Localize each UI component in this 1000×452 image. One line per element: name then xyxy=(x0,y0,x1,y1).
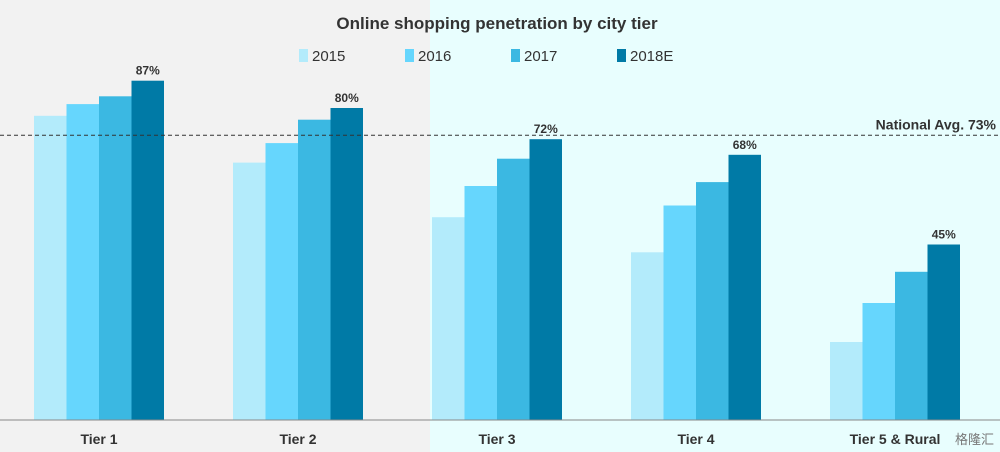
legend-swatch xyxy=(405,49,414,62)
bar-2018E-tier-2 xyxy=(330,108,363,420)
bar-2018E-tier-4 xyxy=(728,154,761,421)
legend-label: 2016 xyxy=(418,48,451,65)
data-label: 72% xyxy=(534,122,558,136)
bars xyxy=(34,80,960,421)
data-label: 45% xyxy=(932,228,956,242)
legend-label: 2017 xyxy=(524,48,557,65)
national-average-label: National Avg. 73% xyxy=(876,116,997,132)
bar-2016-tier-4 xyxy=(663,205,696,420)
legend-swatch xyxy=(299,49,308,62)
legend: 2015 2016 2017 2018E xyxy=(299,48,673,65)
legend-swatch xyxy=(511,49,520,62)
x-tick-label: Tier 2 xyxy=(279,431,316,447)
legend-swatch xyxy=(617,49,626,62)
bar-2015-tier-3 xyxy=(432,217,465,420)
bar-2016-tier-5-rural xyxy=(862,303,895,420)
bar-2016-tier-2 xyxy=(265,143,298,420)
x-tick-label: Tier 5 & Rural xyxy=(850,431,941,447)
data-label: 87% xyxy=(136,64,160,78)
bar-2017-tier-4 xyxy=(696,182,729,420)
bar-2017-tier-5-rural xyxy=(895,271,928,420)
chart-title: Online shopping penetration by city tier xyxy=(336,14,658,33)
x-tick-label: Tier 4 xyxy=(677,431,714,447)
bar-2018E-tier-3 xyxy=(529,139,562,420)
bar-2018E-tier-5-rural xyxy=(927,244,960,420)
bar-2016-tier-1 xyxy=(66,104,99,420)
watermark: 格隆汇 xyxy=(955,432,994,447)
x-tick-label: Tier 1 xyxy=(80,431,117,447)
legend-label: 2015 xyxy=(312,48,345,65)
data-label: 68% xyxy=(733,138,757,152)
bar-2018E-tier-1 xyxy=(131,80,164,420)
x-tick-label: Tier 3 xyxy=(478,431,515,447)
data-labels: 87% 80% 72% 68% 45% xyxy=(136,64,956,242)
data-label: 80% xyxy=(335,91,359,105)
bar-2015-tier-2 xyxy=(233,162,266,420)
x-axis-tick-labels: Tier 1 Tier 2 Tier 3 Tier 4 Tier 5 & Rural xyxy=(80,431,940,447)
bar-2017-tier-2 xyxy=(298,119,331,420)
bar-2015-tier-5-rural xyxy=(830,342,863,420)
legend-label: 2018E xyxy=(630,48,673,65)
bar-2015-tier-4 xyxy=(631,252,664,420)
bar-2015-tier-1 xyxy=(34,115,67,421)
bar-2016-tier-3 xyxy=(464,186,497,420)
bar-2017-tier-3 xyxy=(497,158,530,420)
bar-2017-tier-1 xyxy=(99,96,132,421)
